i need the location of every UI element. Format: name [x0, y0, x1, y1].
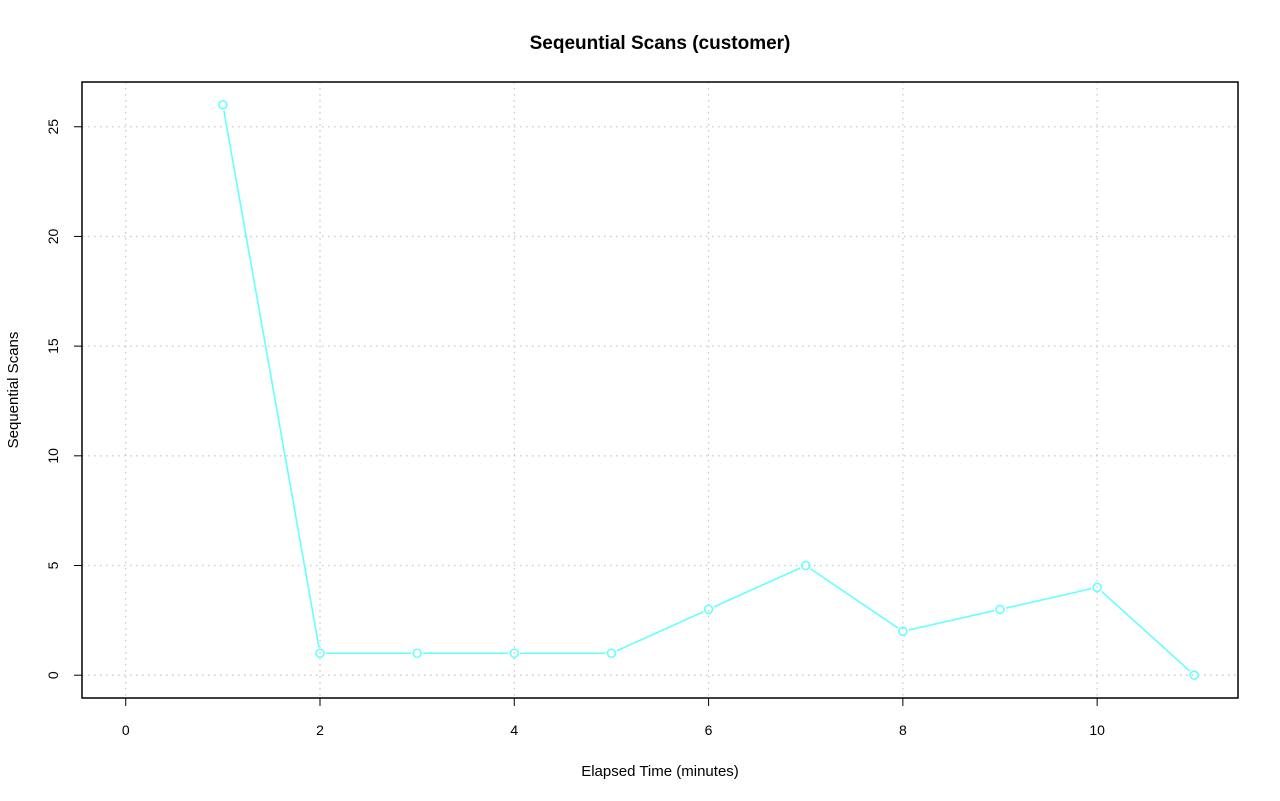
- x-tick-label-4: 8: [899, 722, 907, 738]
- x-tick-label-1: 2: [316, 722, 324, 738]
- series-0-point-10: [1189, 670, 1200, 680]
- y-tick-label-3: 15: [45, 338, 61, 354]
- plot-frame: [81, 81, 1239, 699]
- series-0-point-9: [1092, 582, 1102, 593]
- series-0-point-8: [995, 604, 1005, 615]
- series-0-segment-0: [223, 110, 320, 648]
- series-0-point-7: [898, 626, 908, 637]
- series-0-point-5: [703, 604, 714, 615]
- x-tick-label-3: 6: [705, 722, 713, 738]
- axes: 0 2 4 6 8 10 0 5 10 15 20 25: [45, 119, 1105, 738]
- series-0-segment-6: [810, 568, 899, 629]
- series-0-point-2: [412, 648, 422, 659]
- series-0-segment-7: [908, 609, 995, 631]
- series-0-point-0: [218, 100, 228, 110]
- x-axis-label: Elapsed Time (minutes): [581, 763, 739, 780]
- x-tick-label-0: 0: [122, 722, 130, 738]
- series-0-segment-9: [1101, 590, 1191, 672]
- chart-title: Seqeuntial Scans (customer): [530, 33, 791, 54]
- series-0-point-4: [606, 648, 617, 659]
- y-tick-label-0: 0: [45, 671, 61, 679]
- series: [218, 100, 1200, 680]
- x-tick-label-2: 4: [510, 722, 518, 738]
- y-tick-label-1: 5: [45, 561, 61, 569]
- series-0-point-3: [509, 648, 520, 659]
- series-0-segment-4: [616, 611, 704, 652]
- y-axis-label: Sequential Scans: [5, 332, 22, 449]
- series-0-segment-8: [1005, 587, 1092, 609]
- x-tick-label-5: 10: [1089, 722, 1105, 738]
- y-tick-label-5: 25: [45, 119, 61, 135]
- series-0-segment-5: [713, 567, 801, 608]
- series-0-point-6: [800, 560, 811, 571]
- y-tick-label-2: 10: [45, 448, 61, 464]
- y-tick-label-4: 20: [45, 228, 61, 244]
- grid: [82, 82, 1238, 698]
- series-0-point-1: [315, 648, 325, 659]
